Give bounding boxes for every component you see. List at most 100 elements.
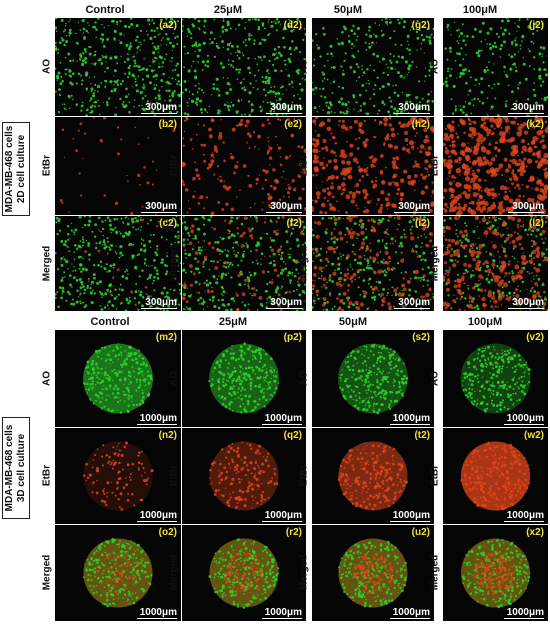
cell-speck	[511, 171, 515, 175]
cell-speck	[445, 128, 447, 130]
cell-speck	[366, 200, 371, 205]
scale-bar	[390, 423, 430, 425]
cell-speck	[464, 101, 467, 103]
cell-speck	[183, 66, 186, 69]
cell-speck	[262, 395, 265, 399]
cell-speck	[368, 29, 371, 32]
cell-speck	[130, 290, 134, 294]
cell-speck	[347, 231, 353, 236]
cell-speck	[487, 290, 493, 295]
cell-speck	[465, 155, 471, 161]
row-label-2d-ao-1: AO	[168, 59, 180, 74]
cell-speck	[406, 143, 409, 146]
cell-speck	[362, 74, 364, 77]
cell-speck	[478, 30, 482, 34]
cell-speck	[86, 360, 90, 364]
cell-speck	[389, 363, 392, 367]
cell-speck	[498, 256, 501, 259]
cell-speck	[373, 69, 376, 72]
cell-speck	[95, 242, 98, 245]
cell-speck	[197, 123, 200, 126]
cell-speck	[498, 193, 500, 196]
cell-speck	[517, 285, 520, 288]
cell-speck	[424, 135, 429, 139]
cell-speck	[480, 209, 482, 212]
cell-speck	[187, 294, 191, 298]
cell-speck	[68, 107, 71, 110]
cell-speck	[451, 112, 455, 115]
cell-speck	[143, 39, 146, 42]
cell-speck	[517, 386, 519, 388]
cell-speck	[474, 147, 477, 150]
cell-speck	[450, 193, 455, 199]
cell-speck	[217, 109, 220, 112]
cell-speck	[258, 367, 261, 371]
cell-speck	[511, 275, 515, 280]
cell-speck	[414, 135, 417, 137]
cell-speck	[459, 150, 465, 155]
cell-speck	[64, 240, 68, 243]
cell-speck	[450, 98, 453, 101]
cell-speck	[163, 222, 166, 224]
cell-speck	[268, 204, 272, 208]
cell-speck	[428, 163, 433, 169]
cell-speck	[257, 25, 261, 29]
scale-label: 300μm	[512, 297, 544, 308]
cell-speck	[140, 368, 142, 370]
cell-speck	[411, 182, 413, 185]
cell-speck	[269, 369, 273, 373]
cell-speck	[336, 308, 340, 311]
cell-speck	[188, 207, 191, 210]
cell-speck	[513, 231, 517, 234]
cell-speck	[495, 141, 498, 145]
cell-speck	[218, 370, 221, 374]
cell-speck	[280, 69, 283, 73]
cell-speck	[387, 372, 389, 375]
cell-speck	[313, 93, 315, 95]
cell-speck	[490, 169, 496, 175]
cell-speck	[242, 368, 244, 370]
cell-speck	[283, 59, 286, 62]
cell-speck	[345, 109, 349, 113]
cell-speck	[256, 376, 260, 380]
cell-speck	[488, 61, 490, 63]
cell-speck	[81, 79, 84, 82]
cell-speck	[301, 308, 304, 311]
cell-speck	[101, 54, 104, 57]
cell-speck	[293, 274, 297, 278]
cell-speck	[125, 216, 128, 219]
cell-speck	[348, 217, 353, 222]
cell-speck	[231, 127, 236, 132]
cell-speck	[417, 147, 419, 150]
cell-speck	[504, 271, 508, 275]
cell-speck	[411, 225, 414, 228]
micrograph-image	[83, 343, 154, 414]
cell-speck	[312, 142, 314, 146]
cell-speck	[72, 270, 74, 272]
cell-speck	[315, 174, 318, 177]
panel-tag: (g2)	[411, 20, 430, 31]
cell-speck	[332, 66, 336, 69]
cell-speck	[74, 243, 77, 247]
cell-speck	[202, 153, 205, 156]
cell-speck	[502, 117, 504, 119]
cell-speck	[379, 396, 382, 399]
cell-speck	[518, 84, 520, 86]
cell-speck	[182, 25, 184, 28]
cell-speck	[361, 68, 364, 71]
cell-speck	[101, 396, 104, 399]
cell-speck	[409, 100, 412, 104]
cell-speck	[129, 352, 133, 355]
cell-speck	[388, 96, 391, 99]
cell-speck	[228, 376, 231, 379]
cell-speck	[137, 386, 141, 390]
cell-speck	[101, 243, 104, 246]
cell-speck	[315, 254, 319, 258]
cell-speck	[340, 65, 343, 68]
cell-speck	[277, 21, 280, 24]
cell-speck	[497, 368, 501, 371]
cell-speck	[101, 379, 104, 382]
scale-label: 1000μm	[392, 413, 430, 424]
cell-speck	[360, 230, 365, 235]
cell-speck	[249, 387, 253, 391]
